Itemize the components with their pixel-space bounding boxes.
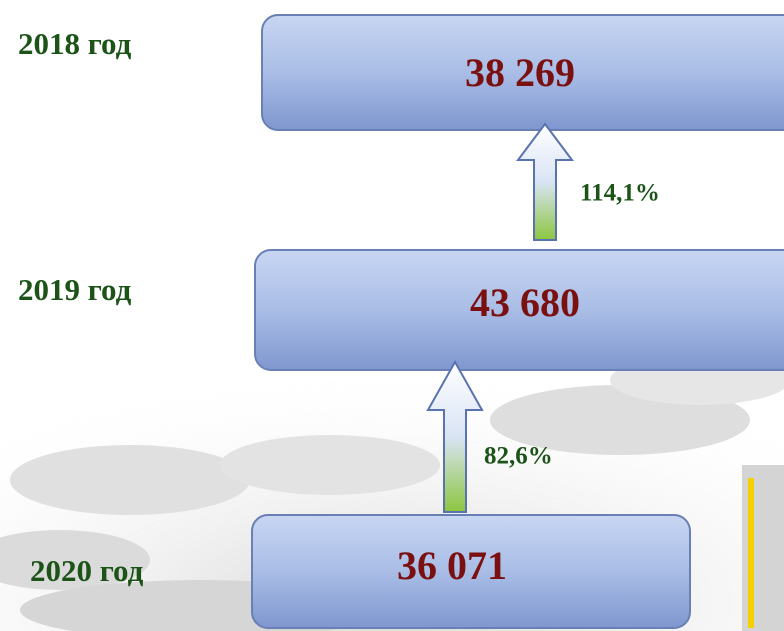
level-box (261, 14, 784, 131)
year-label: 2019 год (18, 272, 132, 307)
year-label: 2020 год (30, 553, 144, 588)
up-arrow (426, 359, 484, 513)
value-label: 43 680 (470, 280, 580, 325)
side-stripe (748, 478, 754, 628)
year-label: 2018 год (18, 26, 132, 61)
percent-label: 114,1% (580, 180, 660, 207)
value-label: 36 071 (397, 543, 507, 588)
value-label: 38 269 (465, 50, 575, 95)
level-box (254, 249, 784, 371)
up-arrow (516, 122, 574, 241)
percent-label: 82,6% (484, 443, 553, 470)
level-box (251, 514, 691, 629)
